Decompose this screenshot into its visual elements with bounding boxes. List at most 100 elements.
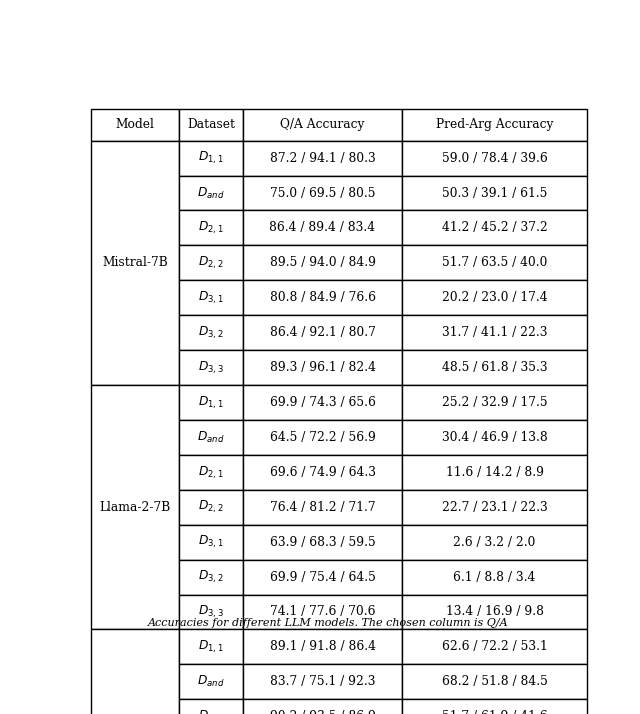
Text: 69.9 / 75.4 / 64.5: 69.9 / 75.4 / 64.5 [269,570,376,583]
Text: $D_{and}$: $D_{and}$ [197,674,225,689]
Bar [179,176,243,211]
Text: 74.1 / 77.6 / 70.6: 74.1 / 77.6 / 70.6 [270,605,375,618]
Bar [403,525,587,560]
Bar [91,385,179,630]
Bar [179,211,243,246]
Text: 2.6 / 3.2 / 2.0: 2.6 / 3.2 / 2.0 [454,536,536,548]
Bar [179,141,243,176]
Bar [179,525,243,560]
Bar [403,420,587,455]
Bar [243,455,403,490]
Bar [179,490,243,525]
Bar [243,664,403,699]
Bar [403,246,587,281]
Text: 11.6 / 14.2 / 8.9: 11.6 / 14.2 / 8.9 [445,466,543,479]
Bar [403,664,587,699]
Text: 31.7 / 41.1 / 22.3: 31.7 / 41.1 / 22.3 [442,326,547,339]
Bar [403,176,587,211]
Bar [179,385,243,420]
Bar [179,560,243,595]
Text: $D_{and}$: $D_{and}$ [197,186,225,201]
Bar [179,315,243,350]
Text: 86.4 / 89.4 / 83.4: 86.4 / 89.4 / 83.4 [269,221,376,234]
Text: 51.7 / 61.9 / 41.6: 51.7 / 61.9 / 41.6 [442,710,547,714]
Text: Model: Model [116,119,154,131]
Text: 90.2 / 93.5 / 86.9: 90.2 / 93.5 / 86.9 [269,710,376,714]
Bar [179,630,243,664]
Bar [403,595,587,630]
Text: $D_{2,1}$: $D_{2,1}$ [198,220,224,236]
Text: 62.6 / 72.2 / 53.1: 62.6 / 72.2 / 53.1 [442,640,548,653]
Text: Dataset: Dataset [187,119,235,131]
Text: 75.0 / 69.5 / 80.5: 75.0 / 69.5 / 80.5 [270,186,375,199]
Bar [179,455,243,490]
Text: $D_{3,3}$: $D_{3,3}$ [198,359,224,376]
Bar [179,246,243,281]
Text: $D_{3,1}$: $D_{3,1}$ [198,534,224,550]
Bar [403,630,587,664]
Text: 13.4 / 16.9 / 9.8: 13.4 / 16.9 / 9.8 [445,605,543,618]
Bar [243,176,403,211]
Bar [243,281,403,315]
Bar [243,385,403,420]
Text: 48.5 / 61.8 / 35.3: 48.5 / 61.8 / 35.3 [442,361,547,374]
Text: $D_{1,1}$: $D_{1,1}$ [198,638,224,655]
Bar [179,350,243,385]
Bar [243,490,403,525]
Text: Accuracies for different LLM models. The chosen column is Q/A: Accuracies for different LLM models. The… [148,618,508,628]
Bar [403,315,587,350]
Bar [243,595,403,630]
Text: 20.2 / 23.0 / 17.4: 20.2 / 23.0 / 17.4 [442,291,547,304]
Text: $D_{and}$: $D_{and}$ [197,430,225,445]
Bar [403,490,587,525]
Text: 89.3 / 96.1 / 82.4: 89.3 / 96.1 / 82.4 [269,361,376,374]
Bar [179,420,243,455]
Bar [91,630,179,714]
Bar [403,109,587,141]
Bar [403,560,587,595]
Text: 22.7 / 23.1 / 22.3: 22.7 / 23.1 / 22.3 [442,501,548,514]
Bar [243,630,403,664]
Text: 89.5 / 94.0 / 84.9: 89.5 / 94.0 / 84.9 [269,256,376,269]
Bar [91,109,179,141]
Text: $D_{2,2}$: $D_{2,2}$ [198,499,224,516]
Text: 59.0 / 78.4 / 39.6: 59.0 / 78.4 / 39.6 [442,151,548,165]
Bar [179,699,243,714]
Text: $D_{2,2}$: $D_{2,2}$ [198,255,224,271]
Bar [403,350,587,385]
Text: $D_{2,1}$: $D_{2,1}$ [198,708,224,714]
Bar [243,525,403,560]
Bar [243,315,403,350]
Text: 51.7 / 63.5 / 40.0: 51.7 / 63.5 / 40.0 [442,256,547,269]
Bar [179,595,243,630]
Bar [179,664,243,699]
Text: 63.9 / 68.3 / 59.5: 63.9 / 68.3 / 59.5 [269,536,376,548]
Bar [403,455,587,490]
Text: $D_{1,1}$: $D_{1,1}$ [198,394,224,411]
Text: $D_{1,1}$: $D_{1,1}$ [198,150,224,166]
Text: 86.4 / 92.1 / 80.7: 86.4 / 92.1 / 80.7 [269,326,376,339]
Text: 69.6 / 74.9 / 64.3: 69.6 / 74.9 / 64.3 [269,466,376,479]
Text: 80.8 / 84.9 / 76.6: 80.8 / 84.9 / 76.6 [269,291,376,304]
Text: 50.3 / 39.1 / 61.5: 50.3 / 39.1 / 61.5 [442,186,547,199]
Text: Mistral-7B: Mistral-7B [102,256,168,269]
Bar [403,699,587,714]
Text: $D_{3,2}$: $D_{3,2}$ [198,569,224,585]
Bar [243,141,403,176]
Text: 89.1 / 91.8 / 86.4: 89.1 / 91.8 / 86.4 [269,640,376,653]
Bar [403,211,587,246]
Bar [243,699,403,714]
Text: 87.2 / 94.1 / 80.3: 87.2 / 94.1 / 80.3 [269,151,376,165]
Bar [179,109,243,141]
Text: 69.9 / 74.3 / 65.6: 69.9 / 74.3 / 65.6 [269,396,376,409]
Text: 30.4 / 46.9 / 13.8: 30.4 / 46.9 / 13.8 [442,431,548,444]
Text: 64.5 / 72.2 / 56.9: 64.5 / 72.2 / 56.9 [269,431,376,444]
Text: $D_{2,1}$: $D_{2,1}$ [198,464,224,481]
Text: 41.2 / 45.2 / 37.2: 41.2 / 45.2 / 37.2 [442,221,548,234]
Bar [243,420,403,455]
Bar [243,109,403,141]
Text: $D_{3,3}$: $D_{3,3}$ [198,604,224,620]
Bar [243,211,403,246]
Bar [179,281,243,315]
Bar [403,281,587,315]
